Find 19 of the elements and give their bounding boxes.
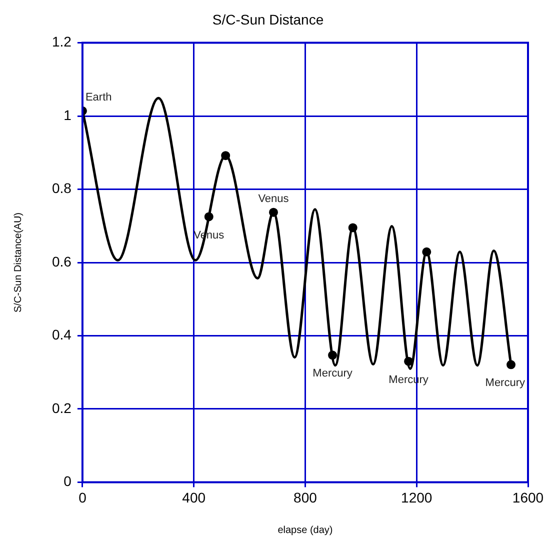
y-tick-label: 1	[64, 106, 72, 123]
annotation: Venus	[258, 192, 290, 205]
y-tick-label: 0.8	[52, 180, 72, 196]
x-tick-label: 0	[78, 489, 87, 506]
y-tick-label: 1.2	[52, 34, 72, 50]
y-tick-label: 0.4	[52, 326, 72, 343]
annotation: Mercury	[312, 368, 353, 380]
chart-title: S/C-Sun Distance	[212, 11, 324, 28]
annotation: Mercury	[485, 377, 526, 390]
x-tick-label: 800	[294, 489, 318, 506]
x-axis-title: elapse (day)	[278, 524, 333, 536]
y-tick-label: 0.6	[52, 253, 72, 270]
y-tick-label: 0	[64, 473, 72, 490]
y-axis-title: S/C-Sun Distance(AU)	[12, 212, 24, 313]
x-tick-label: 1600	[512, 489, 544, 506]
x-tick-label: 400	[182, 489, 206, 506]
y-tick-label: 0.2	[52, 400, 72, 416]
x-tick-label: 1200	[401, 489, 432, 506]
annotation: Earth	[85, 91, 112, 104]
